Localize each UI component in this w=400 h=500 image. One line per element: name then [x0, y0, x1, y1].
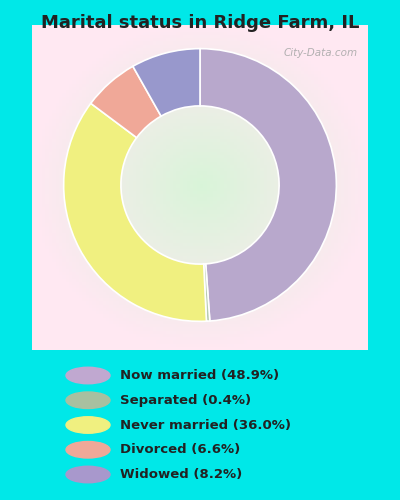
Circle shape [66, 417, 110, 433]
Wedge shape [64, 104, 206, 322]
Text: Marital status in Ridge Farm, IL: Marital status in Ridge Farm, IL [41, 14, 359, 32]
Wedge shape [91, 66, 161, 138]
Wedge shape [204, 264, 210, 321]
Circle shape [66, 367, 110, 384]
Circle shape [66, 466, 110, 483]
Text: Now married (48.9%): Now married (48.9%) [120, 369, 279, 382]
Text: City-Data.com: City-Data.com [284, 48, 358, 58]
Text: Separated (0.4%): Separated (0.4%) [120, 394, 251, 407]
Wedge shape [200, 48, 336, 321]
Text: Never married (36.0%): Never married (36.0%) [120, 418, 291, 432]
Text: Widowed (8.2%): Widowed (8.2%) [120, 468, 242, 481]
Wedge shape [133, 48, 200, 116]
Circle shape [66, 392, 110, 408]
Text: Divorced (6.6%): Divorced (6.6%) [120, 444, 240, 456]
Circle shape [66, 442, 110, 458]
